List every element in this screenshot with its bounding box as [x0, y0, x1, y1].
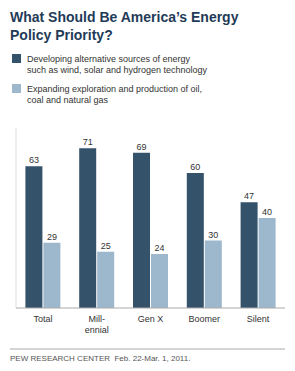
- legend-entry: Developing alternative sources of energy…: [27, 54, 208, 75]
- legend-swatch: [12, 84, 21, 93]
- data-label: 29: [47, 232, 57, 242]
- bar: [79, 148, 96, 308]
- footer-rule: [10, 349, 285, 350]
- chart: What Should Be America’s EnergyPolicy Pr…: [0, 0, 295, 371]
- data-label: 60: [190, 162, 200, 172]
- data-label: 47: [244, 191, 254, 201]
- data-label: 25: [101, 241, 111, 251]
- bar: [205, 241, 222, 309]
- y-axis-line: [16, 128, 17, 308]
- x-axis-line: [16, 308, 285, 309]
- x-tick-label: Mill-ennial: [85, 314, 109, 335]
- data-label: 63: [29, 155, 39, 165]
- bar: [259, 218, 276, 308]
- bars: [25, 148, 275, 308]
- bar: [151, 254, 168, 308]
- x-tick-label: Boomer: [189, 314, 221, 324]
- bar: [133, 153, 150, 308]
- data-labels: 63 29 71 25 69 24 60 30 47 40: [29, 137, 272, 253]
- x-tick-label: Total: [33, 314, 52, 324]
- title: What Should Be America’s EnergyPolicy Pr…: [10, 9, 239, 43]
- legend-swatch: [12, 54, 21, 63]
- annotation: PEW RESEARCH CENTER Feb. 22-Mar. 1, 2011…: [10, 354, 190, 363]
- bar: [43, 243, 60, 308]
- x-tick-label: Silent: [247, 314, 270, 324]
- legend-entry: Expanding exploration and production of …: [27, 84, 202, 105]
- data-label: 69: [136, 142, 146, 152]
- bar: [241, 202, 258, 308]
- bar: [187, 173, 204, 308]
- data-label: 24: [154, 243, 164, 253]
- data-label: 40: [262, 207, 272, 217]
- data-label: 30: [208, 230, 218, 240]
- data-label: 71: [83, 137, 93, 147]
- bar: [97, 252, 114, 308]
- bar: [25, 166, 42, 308]
- x-tick-label: Gen X: [138, 314, 164, 324]
